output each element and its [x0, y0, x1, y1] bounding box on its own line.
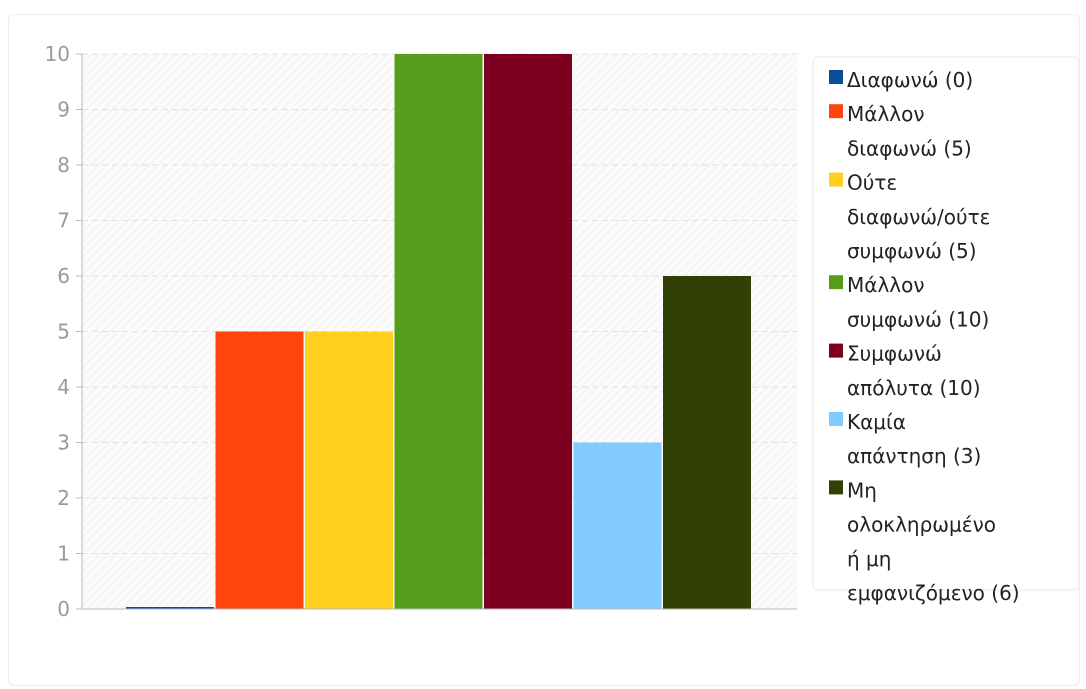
bar-3: [305, 331, 393, 609]
legend-label-5-line-2: απόλυτα (10): [847, 376, 981, 400]
y-tick-label-2: 2: [57, 486, 70, 510]
legend-label-4-line-1: Μάλλον: [847, 273, 925, 297]
legend-label-1-line-1: Διαφωνώ (0): [847, 68, 973, 92]
legend-label-4-line-2: συμφωνώ (10): [847, 307, 989, 331]
y-tick-label-3: 3: [57, 431, 70, 455]
legend-label-7-line-2: ολοκληρωμένο: [847, 513, 996, 537]
y-tick-label-1: 1: [57, 542, 70, 566]
legend-swatch-1: [829, 70, 843, 84]
y-tick-label-5: 5: [57, 320, 70, 344]
legend-swatch-6: [829, 412, 843, 426]
legend-box: [812, 56, 1080, 591]
legend-label-7-line-4: εμφανιζόμενο (6): [847, 581, 1020, 605]
legend-label-6-line-2: απάντηση (3): [847, 444, 981, 468]
y-tick-label-6: 6: [57, 264, 70, 288]
legend-swatch-3: [829, 172, 843, 187]
legend-swatch-5: [829, 343, 843, 358]
bar-1: [126, 607, 214, 609]
legend-label-3-line-2: διαφωνώ/ούτε: [847, 205, 990, 229]
legend-label-6-line-1: Καμία: [847, 410, 906, 434]
bar-5: [484, 54, 572, 609]
bar-6: [573, 442, 662, 609]
y-tick-label-8: 8: [57, 153, 70, 177]
legend-swatch-2: [829, 104, 843, 119]
bar-4: [394, 54, 483, 609]
legend-swatch-7: [829, 480, 843, 495]
y-tick-label-10: 10: [45, 42, 70, 66]
legend-swatch-4: [829, 275, 843, 290]
y-tick-label-4: 4: [57, 375, 70, 399]
legend-label-2-line-1: Μάλλον: [847, 102, 925, 126]
legend-label-2-line-2: διαφωνώ (5): [847, 136, 972, 160]
legend-label-7-line-3: ή μη: [847, 547, 891, 571]
legend-label-5-line-1: Συμφωνώ: [847, 342, 942, 366]
legend-label-3-line-3: συμφωνώ (5): [847, 239, 977, 263]
y-tick-label-0: 0: [57, 597, 70, 621]
y-tick-label-9: 9: [57, 98, 70, 122]
legend-label-3-line-1: Ούτε: [847, 171, 897, 195]
y-tick-label-7: 7: [57, 209, 70, 233]
legend-label-7-line-1: Μη: [847, 478, 877, 502]
bar-7: [663, 276, 751, 609]
bar-2: [215, 331, 304, 609]
